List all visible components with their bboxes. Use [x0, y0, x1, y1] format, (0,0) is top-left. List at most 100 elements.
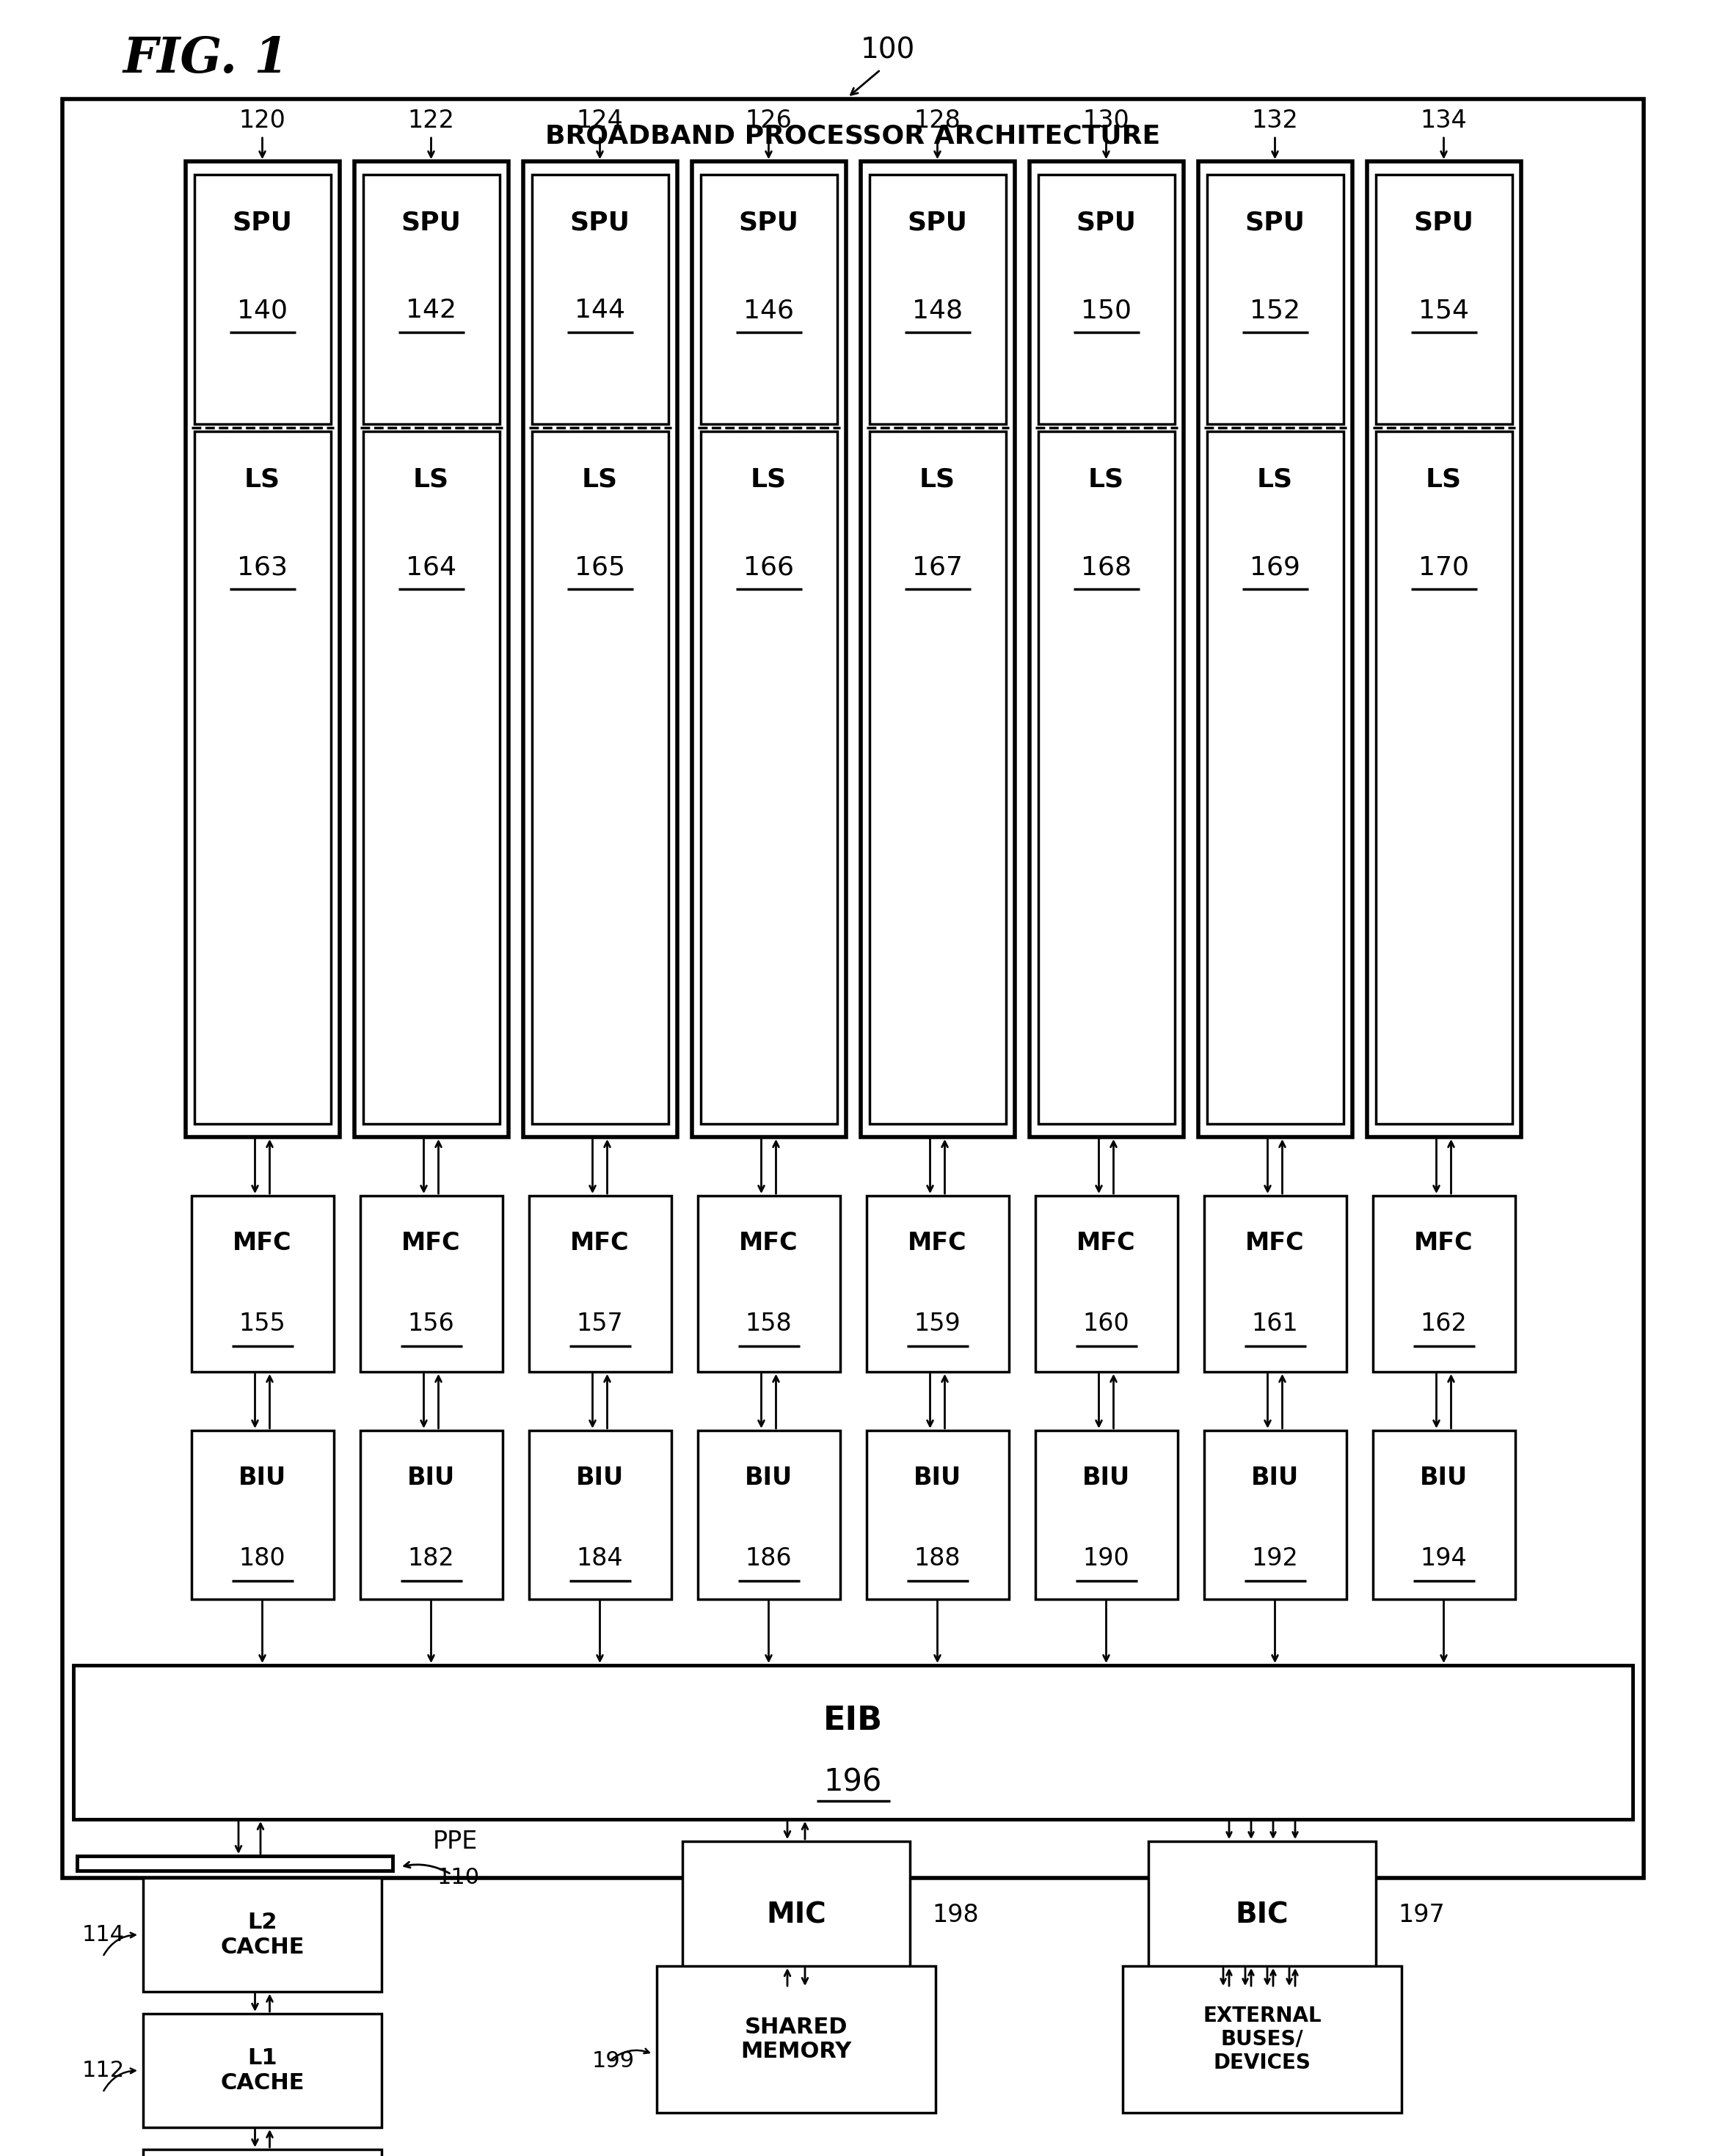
Text: LS: LS [1089, 466, 1125, 492]
Bar [1372, 1197, 1514, 1371]
Text: SPU: SPU [907, 209, 967, 235]
Text: 110: 110 [438, 1867, 480, 1889]
Text: MFC: MFC [1077, 1231, 1136, 1255]
Text: SPU: SPU [1413, 209, 1473, 235]
Text: MFC: MFC [232, 1231, 292, 1255]
Text: 159: 159 [914, 1313, 960, 1337]
Text: 132: 132 [1251, 110, 1299, 134]
Text: MFC: MFC [1413, 1231, 1473, 1255]
Bar [1372, 1429, 1514, 1600]
Bar [195, 175, 330, 425]
Bar [531, 431, 668, 1123]
Bar [1029, 162, 1183, 1136]
Bar [701, 175, 837, 425]
Text: 199: 199 [591, 2050, 634, 2072]
Text: MFC: MFC [571, 1231, 629, 1255]
Bar [361, 1197, 502, 1371]
Text: 124: 124 [576, 110, 624, 134]
Bar [1207, 175, 1343, 425]
Text: 186: 186 [745, 1546, 791, 1572]
Text: 169: 169 [1249, 554, 1301, 580]
Bar [73, 1664, 1632, 1820]
Text: 122: 122 [408, 110, 455, 134]
Text: 142: 142 [405, 298, 456, 323]
Bar [697, 1197, 839, 1371]
Bar [354, 162, 508, 1136]
Text: 126: 126 [745, 110, 791, 134]
Text: SHARED
MEMORY: SHARED MEMORY [740, 2016, 851, 2063]
Text: 146: 146 [743, 298, 795, 323]
Text: BIU: BIU [1251, 1466, 1299, 1490]
Text: 170: 170 [1418, 554, 1470, 580]
Bar [362, 431, 499, 1123]
Bar [528, 1429, 672, 1600]
Bar [1148, 1841, 1376, 1988]
Text: BIU: BIU [914, 1466, 962, 1490]
Bar [523, 162, 677, 1136]
Text: 188: 188 [914, 1546, 960, 1572]
Text: SPU: SPU [1244, 209, 1306, 235]
Text: LS: LS [1256, 466, 1294, 492]
Text: SPU: SPU [232, 209, 292, 235]
Bar [866, 1197, 1008, 1371]
Text: EIB: EIB [824, 1705, 884, 1736]
Bar [531, 175, 668, 425]
Bar [656, 1966, 935, 2113]
Bar [528, 1197, 672, 1371]
Text: LS: LS [414, 466, 449, 492]
Text: BROADBAND PROCESSOR ARCHITECTURE: BROADBAND PROCESSOR ARCHITECTURE [545, 123, 1160, 149]
Bar [191, 1429, 333, 1600]
Bar [191, 1197, 333, 1371]
Text: MFC: MFC [738, 1231, 798, 1255]
Text: LS: LS [919, 466, 955, 492]
Bar [195, 431, 330, 1123]
Text: 192: 192 [1251, 1546, 1299, 1572]
Text: BIU: BIU [1420, 1466, 1468, 1490]
Text: 157: 157 [576, 1313, 624, 1337]
Text: 190: 190 [1084, 1546, 1130, 1572]
Bar [1036, 1197, 1178, 1371]
Bar [144, 2014, 381, 2128]
Bar [1376, 431, 1512, 1123]
Text: 114: 114 [82, 1923, 125, 1945]
Text: 144: 144 [574, 298, 625, 323]
Text: L1
CACHE: L1 CACHE [220, 2048, 304, 2093]
Text: 120: 120 [239, 110, 285, 134]
Bar [682, 1841, 909, 1988]
Bar [362, 175, 499, 425]
Text: BIU: BIU [745, 1466, 793, 1490]
Text: BIU: BIU [1082, 1466, 1130, 1490]
Bar [866, 1429, 1008, 1600]
Text: FIG. 1: FIG. 1 [123, 34, 289, 82]
Text: LS: LS [1425, 466, 1461, 492]
Text: 196: 196 [824, 1768, 882, 1798]
Text: LS: LS [244, 466, 280, 492]
Bar [1207, 431, 1343, 1123]
Text: BIU: BIU [576, 1466, 624, 1490]
Text: BIU: BIU [407, 1466, 455, 1490]
Bar [1198, 162, 1352, 1136]
Text: 134: 134 [1420, 110, 1466, 134]
Text: SPU: SPU [402, 209, 461, 235]
Text: 165: 165 [574, 554, 625, 580]
Bar [1123, 1966, 1401, 2113]
Text: EXTERNAL
BUSES/
DEVICES: EXTERNAL BUSES/ DEVICES [1203, 2005, 1321, 2074]
Bar [860, 162, 1015, 1136]
Text: 160: 160 [1084, 1313, 1130, 1337]
Text: 128: 128 [914, 110, 960, 134]
Text: SPU: SPU [738, 209, 798, 235]
Text: 184: 184 [576, 1546, 624, 1572]
Text: MIC: MIC [766, 1902, 825, 1930]
Text: SPU: SPU [569, 209, 631, 235]
Text: 100: 100 [861, 37, 916, 65]
Text: MFC: MFC [1246, 1231, 1304, 1255]
Bar [144, 2150, 381, 2156]
Text: 161: 161 [1251, 1313, 1299, 1337]
Text: 130: 130 [1084, 110, 1130, 134]
Bar [144, 1878, 381, 1992]
Text: 154: 154 [1418, 298, 1470, 323]
Text: 198: 198 [931, 1902, 979, 1927]
Bar [1376, 175, 1512, 425]
Text: 158: 158 [745, 1313, 791, 1337]
Text: 197: 197 [1398, 1902, 1444, 1927]
